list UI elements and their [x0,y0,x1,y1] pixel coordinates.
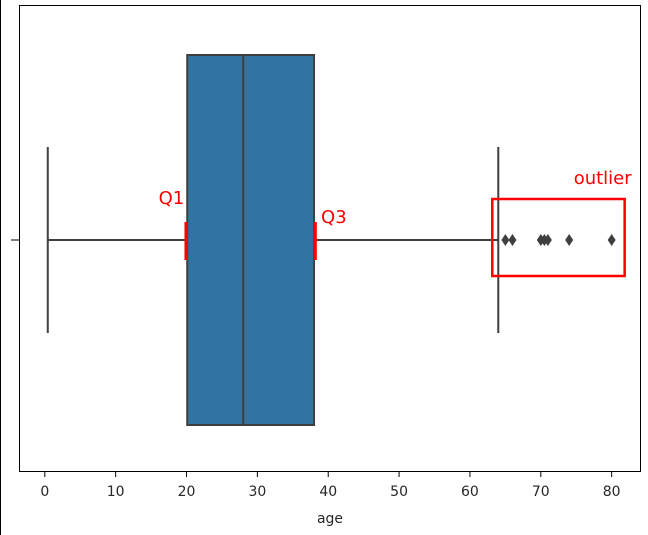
q1-annotation: Q1 [159,188,185,209]
x-tick-label-40: 40 [319,484,337,500]
x-tick-label-80: 80 [603,484,621,500]
q3-annotation: Q3 [321,207,347,228]
outlier-point-1 [508,234,517,246]
outlier-highlight-box [491,197,626,278]
x-tick-label-30: 30 [248,484,266,500]
x-axis-ticks: 0 10 20 30 40 50 60 70 80 [40,471,621,500]
x-axis-label: age [317,511,343,527]
plot-frame [19,5,641,472]
outlier-point-4 [543,234,552,246]
iqr-box [186,54,316,426]
x-tick-label-0: 0 [40,484,49,500]
x-tick-label-50: 50 [390,484,408,500]
outlier-point-5 [565,234,574,246]
annotations: Q1 Q3 outlier [159,168,633,278]
x-tick-label-20: 20 [178,484,196,500]
x-tick-label-60: 60 [461,484,479,500]
outlier-annotation: outlier [574,168,633,189]
outlier-point-6 [607,234,616,246]
x-tick-label-10: 10 [107,484,125,500]
x-tick-label-70: 70 [532,484,550,500]
outlier-point-0 [501,234,510,246]
